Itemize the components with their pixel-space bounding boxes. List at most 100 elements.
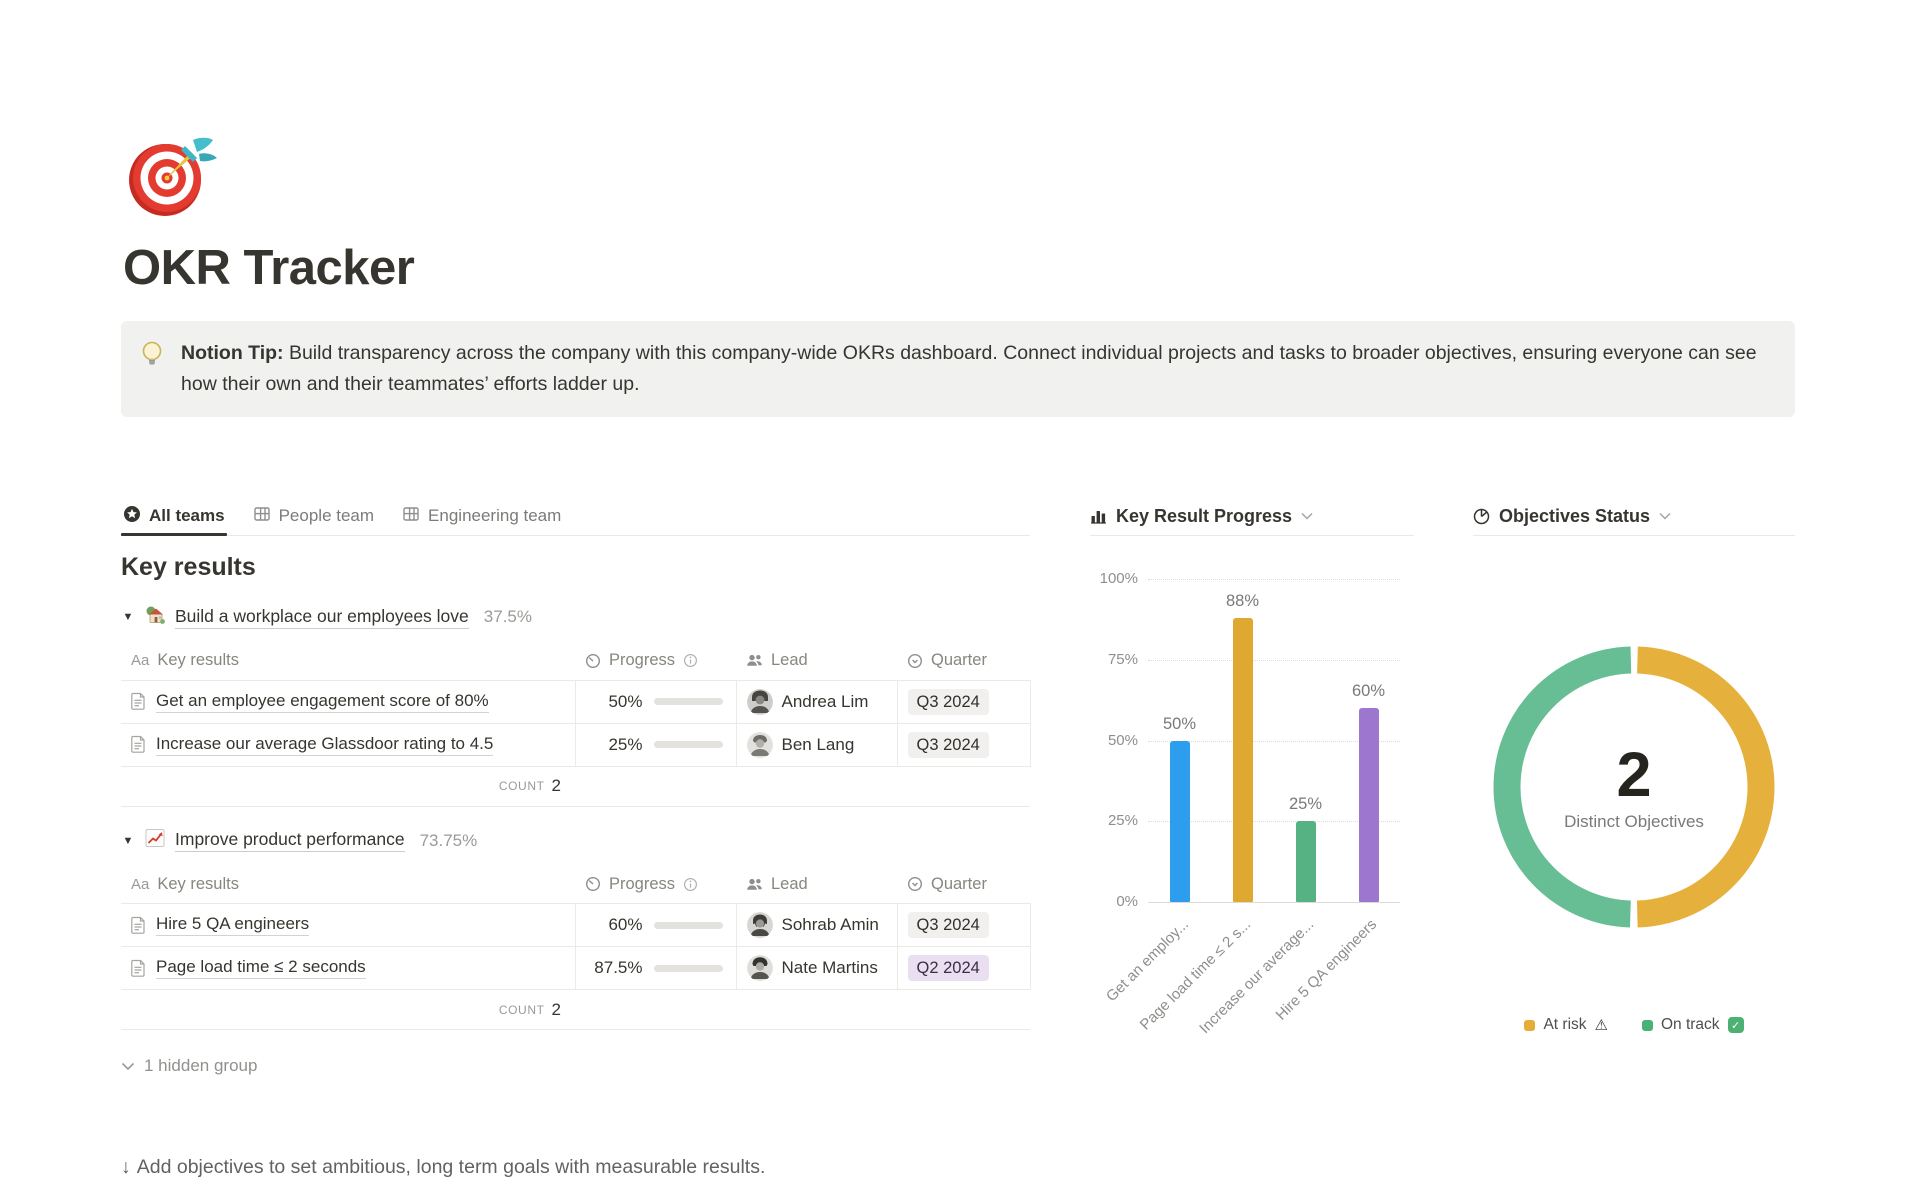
table-row[interactable]: Hire 5 QA engineers 60% Sohrab Amin Q3 2…: [121, 903, 1031, 947]
progress-bar: [653, 964, 723, 972]
column-header-progress[interactable]: Progress: [575, 875, 736, 894]
chevron-down-icon: [1659, 512, 1671, 520]
tab-people-team[interactable]: People team: [251, 497, 376, 535]
tab-all-teams[interactable]: All teams: [121, 497, 227, 536]
key-result-link[interactable]: Increase our average Glassdoor rating to…: [156, 734, 494, 756]
table-icon: [402, 505, 420, 528]
avatar: [746, 955, 773, 981]
gridline: [1148, 821, 1400, 823]
group-percent: 73.75%: [419, 830, 478, 850]
avatar: [746, 912, 773, 938]
y-axis-tick-label: 75%: [1107, 650, 1138, 668]
donut-chart: 2 Distinct Objectives: [1493, 646, 1775, 928]
page-icon: [131, 735, 145, 753]
key-results-table: Aa Key results Progress Lead Quarter: [121, 865, 1031, 1030]
bar-chart-plot-area: 0% 25% 50% 75% 100% 50% Get an employ... 88% Pag…: [1090, 536, 1414, 1096]
page-emoji-dart-target[interactable]: [121, 128, 219, 226]
donut-center-label: Distinct Objectives: [1564, 812, 1704, 831]
lead-cell[interactable]: Andrea Lim: [737, 688, 897, 715]
dart-target-icon: [129, 137, 217, 216]
chart-header[interactable]: Key Result Progress: [1090, 497, 1414, 536]
group-improve-product: ▼ Improve product performance 73.75% Aa K…: [121, 829, 1031, 1030]
collapse-triangle-icon[interactable]: ▼: [122, 834, 134, 847]
legend-swatch: [1641, 1019, 1653, 1031]
house-garden-icon: [144, 604, 166, 631]
progress-bar: [653, 698, 723, 705]
chart-header[interactable]: Objectives Status: [1473, 497, 1795, 536]
key-result-link[interactable]: Get an employee engagement score of 80%: [156, 691, 489, 713]
y-axis-tick-label: 100%: [1099, 570, 1138, 587]
collapse-triangle-icon[interactable]: ▼: [122, 611, 134, 623]
progress-cell[interactable]: 87.5%: [576, 958, 736, 978]
info-icon: [684, 654, 698, 668]
column-header-progress[interactable]: Progress: [575, 651, 736, 670]
donut-slice-at-risk: [1493, 646, 1775, 928]
legend-item-at-risk[interactable]: At risk ⚠: [1524, 1016, 1608, 1034]
group-title-link[interactable]: Improve product performance: [175, 829, 405, 852]
column-header-lead[interactable]: Lead: [736, 875, 897, 894]
column-header-quarter[interactable]: Quarter: [897, 651, 1030, 670]
y-axis-tick-label: 25%: [1107, 812, 1138, 830]
key-result-link[interactable]: Page load time ≤ 2 seconds: [156, 957, 366, 979]
quarter-tag[interactable]: Q3 2024: [907, 731, 989, 758]
progress-cell[interactable]: 25%: [576, 735, 736, 755]
add-objectives-note: ↓ Add objectives to set ambitious, long t…: [121, 1156, 766, 1178]
check-icon: ✓: [1727, 1017, 1744, 1033]
column-header-name[interactable]: Aa Key results: [131, 651, 239, 670]
column-header-quarter[interactable]: Quarter: [897, 875, 1030, 894]
hidden-group-toggle[interactable]: 1 hidden group: [121, 1056, 1030, 1076]
column-header-lead[interactable]: Lead: [736, 651, 897, 670]
quarter-tag[interactable]: Q3 2024: [907, 912, 989, 938]
table-row[interactable]: Increase our average Glassdoor rating to…: [121, 723, 1031, 767]
text-property-icon: Aa: [131, 875, 150, 893]
bar-chart-icon: [1091, 510, 1106, 524]
group-percent: 37.5%: [483, 607, 532, 626]
callout-text: Notion Tip: Build transparency across th…: [181, 342, 1757, 395]
progress-cell[interactable]: 60%: [576, 915, 736, 935]
bar-value-label: 50%: [1162, 714, 1197, 733]
lead-cell[interactable]: Nate Martins: [737, 955, 897, 981]
tab-label: People team: [278, 506, 375, 525]
text-property-icon: Aa: [131, 652, 150, 670]
donut-slice-on-track: [1493, 646, 1775, 928]
quarter-tag[interactable]: Q2 2024: [907, 955, 989, 981]
chart-legend: At risk ⚠ On track ✓: [1473, 1016, 1795, 1034]
count-row[interactable]: COUNT 2: [121, 989, 1030, 1030]
group-header[interactable]: ▼ Improve product performance 73.75%: [121, 829, 1030, 853]
pie-chart-icon: [1473, 508, 1490, 524]
warning-icon: ⚠: [1594, 1017, 1608, 1034]
tab-engineering-team[interactable]: Engineering team: [400, 497, 563, 535]
lead-cell[interactable]: Sohrab Amin: [737, 912, 897, 938]
avatar: [746, 731, 773, 758]
bar: [1232, 617, 1253, 902]
bar-value-label: 88%: [1225, 591, 1260, 610]
page-icon: [131, 692, 145, 710]
down-arrow-icon: ↓: [121, 1156, 131, 1178]
count-row[interactable]: COUNT 2: [121, 766, 1030, 807]
gridline: [1148, 740, 1400, 742]
view-tabs: All teams People team Engineering team: [121, 497, 1030, 536]
select-property-icon: [907, 877, 923, 892]
objectives-status-chart: Objectives Status 2 Distinct Objectives …: [1473, 497, 1795, 1034]
lead-cell[interactable]: Ben Lang: [737, 731, 897, 758]
group-title-link[interactable]: Build a workplace our employees love: [175, 606, 469, 629]
key-result-link[interactable]: Hire 5 QA engineers: [156, 914, 310, 936]
chevron-down-icon: [1301, 512, 1313, 520]
key-results-heading: Key results: [121, 553, 256, 581]
light-bulb-icon: [139, 338, 167, 400]
quarter-tag[interactable]: Q3 2024: [907, 688, 989, 715]
bar: [1295, 821, 1316, 902]
legend-swatch: [1524, 1019, 1536, 1031]
legend-item-on-track[interactable]: On track ✓: [1641, 1016, 1744, 1034]
progress-cell[interactable]: 50%: [576, 692, 736, 712]
page-icon: [131, 959, 145, 977]
table-icon: [253, 505, 271, 528]
column-header-name[interactable]: Aa Key results: [131, 874, 239, 893]
bar: [1169, 740, 1190, 902]
info-icon: [684, 877, 698, 891]
people-icon: [747, 655, 762, 667]
table-row[interactable]: Get an employee engagement score of 80% …: [121, 680, 1031, 724]
group-header[interactable]: ▼ Build a workplace our employees love 3…: [121, 605, 1030, 629]
table-row[interactable]: Page load time ≤ 2 seconds 87.5% Nate Ma…: [121, 946, 1031, 990]
bar: [1358, 708, 1379, 902]
